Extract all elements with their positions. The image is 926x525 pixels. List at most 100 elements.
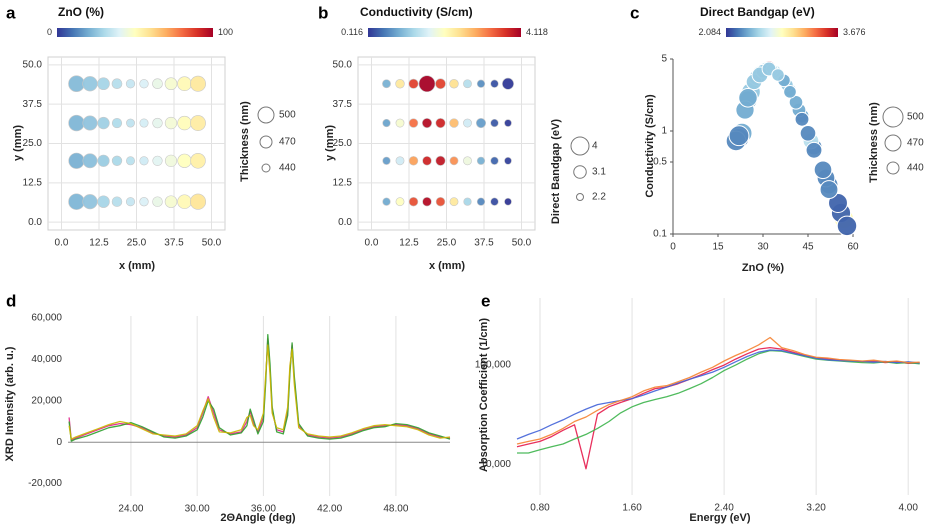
bubble <box>189 193 207 210</box>
x-tick-label: 48.00 <box>383 504 408 515</box>
bubble <box>164 195 178 208</box>
x-tick-label: 0 <box>670 242 676 253</box>
x-axis-label: x (mm) <box>119 260 155 272</box>
x-tick-label: 36.00 <box>251 504 276 515</box>
y-tick-label: 50.0 <box>23 60 43 71</box>
bubble <box>408 196 419 207</box>
y-tick-label: 37.5 <box>333 99 353 110</box>
bubble <box>111 117 123 129</box>
bubble <box>395 118 405 128</box>
bubble <box>177 194 192 209</box>
bubble <box>382 79 391 89</box>
size-legend-circle <box>886 161 900 175</box>
bubble <box>738 88 758 108</box>
bubble <box>82 76 98 92</box>
bubble <box>111 196 123 207</box>
bubble <box>502 77 514 90</box>
y-axis-label: XRD Intensity (arb. u.) <box>4 346 16 461</box>
y-tick-label: 0.5 <box>653 157 667 168</box>
bubble <box>788 94 804 110</box>
y-tick-label: 5 <box>661 54 667 65</box>
bubble <box>126 156 136 166</box>
bubble <box>164 154 178 167</box>
y-tick-label: 10,000 <box>480 459 511 470</box>
bubble <box>504 157 512 165</box>
x-tick-label: 0.0 <box>55 238 69 249</box>
size-legend-title: Thickness (nm) <box>868 102 880 183</box>
bubble <box>395 79 405 89</box>
x-tick-label: 50.0 <box>512 238 532 249</box>
bubble <box>139 79 149 89</box>
bubble <box>435 78 446 90</box>
bubble <box>190 115 206 131</box>
bubble <box>139 156 149 166</box>
x-tick-label: 60 <box>847 242 859 253</box>
y-tick-label: -20,000 <box>28 478 62 489</box>
size-legend-circle <box>882 106 904 128</box>
bubble <box>152 78 163 90</box>
bubble <box>794 111 810 127</box>
y-tick-label: 50.0 <box>333 60 353 71</box>
bubble <box>476 156 486 165</box>
bubble <box>799 124 817 142</box>
bubble <box>177 153 192 168</box>
bubble <box>382 197 391 206</box>
y-tick-label: 12.5 <box>333 177 353 188</box>
x-tick-label: 24.00 <box>118 504 143 515</box>
bubble <box>152 155 163 166</box>
x-tick-label: 1.60 <box>622 503 642 514</box>
bubble <box>152 117 163 129</box>
bubble <box>177 115 192 131</box>
y-tick-label: 20,000 <box>31 395 62 406</box>
y-tick-label: 0.0 <box>28 217 42 228</box>
bubble <box>164 77 178 91</box>
x-tick-label: 50.0 <box>202 238 222 249</box>
series-line <box>517 349 920 454</box>
bubble <box>68 152 85 169</box>
x-tick-label: 0.0 <box>365 238 379 249</box>
x-tick-label: 3.20 <box>806 503 826 514</box>
colorbar-title: Direct Bandgap (eV) <box>700 5 815 19</box>
panel-letter: a <box>6 3 16 22</box>
bubble <box>382 118 391 128</box>
x-tick-label: 45 <box>802 242 814 253</box>
bubble <box>82 153 98 169</box>
series-line <box>516 346 920 470</box>
bubble <box>125 197 136 207</box>
y-axis-label: y (mm) <box>12 125 24 161</box>
x-tick-label: 30 <box>757 242 769 253</box>
bubble <box>490 118 499 128</box>
size-legend-circle <box>259 135 273 149</box>
bubble <box>504 119 512 127</box>
bubble <box>476 197 486 206</box>
bubble <box>504 197 512 206</box>
bubble <box>463 79 472 89</box>
panel-letter: e <box>481 291 490 310</box>
bubble <box>152 196 163 207</box>
bubble <box>97 77 110 91</box>
x-tick-label: 37.5 <box>164 238 184 249</box>
size-legend-circle <box>570 136 590 156</box>
bubble <box>422 156 432 166</box>
colorbar <box>368 28 521 37</box>
y-axis-label: Conductivity (S/cm) <box>644 94 656 198</box>
y-tick-label: 25.0 <box>333 138 353 149</box>
bubble <box>728 125 750 147</box>
bubble <box>435 196 446 207</box>
bubble <box>490 79 499 88</box>
bubble <box>836 215 858 237</box>
y-axis-label: y (mm) <box>324 125 336 161</box>
x-tick-label: 37.5 <box>474 238 494 249</box>
x-tick-label: 0.80 <box>530 503 550 514</box>
size-legend-label: 2.2 <box>592 192 606 203</box>
colorbar-tick-label: 4.118 <box>526 27 548 37</box>
y-tick-label: 40,000 <box>31 354 62 365</box>
bubble <box>82 115 98 131</box>
bubble <box>82 194 98 210</box>
bubble <box>490 197 499 206</box>
bubble <box>449 156 459 166</box>
bubble <box>490 156 499 165</box>
series-line <box>516 349 920 440</box>
bubble <box>463 118 472 128</box>
